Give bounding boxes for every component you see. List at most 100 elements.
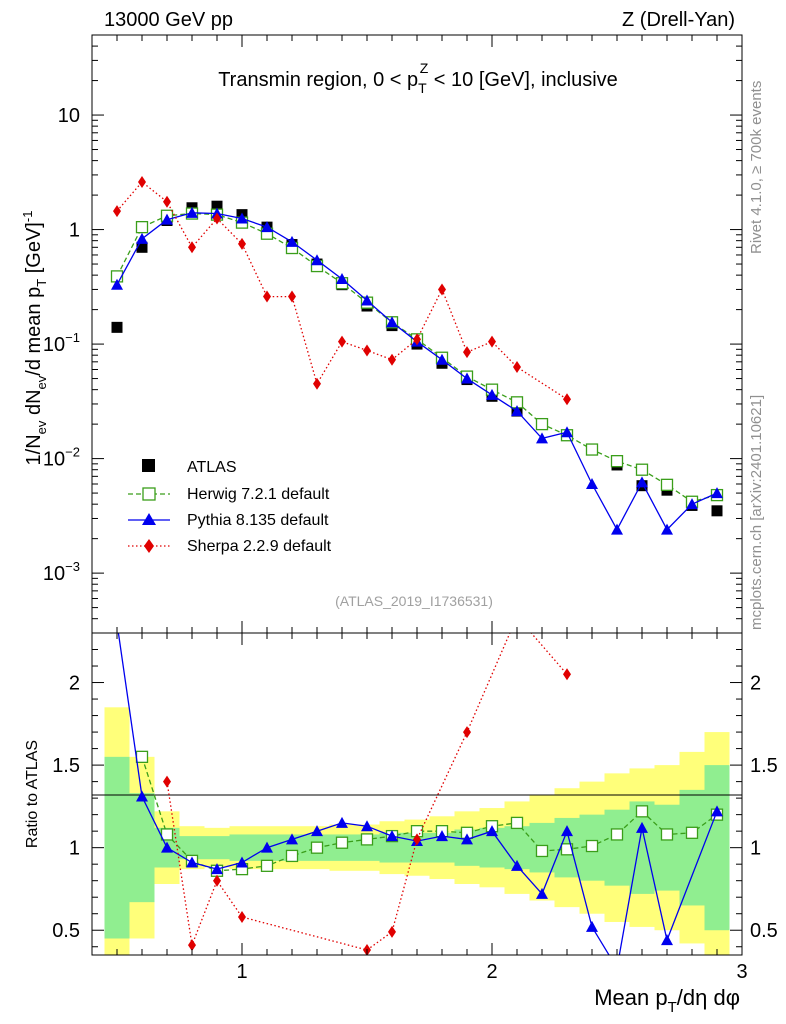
xlabel-sub: T <box>668 999 677 1016</box>
series-line-sherpa <box>116 181 568 400</box>
band-green <box>129 793 155 903</box>
legend-atlas-marker <box>142 459 155 472</box>
ratio-ticks <box>92 633 742 955</box>
ratio-point-sherpa <box>563 668 571 681</box>
point-sherpa <box>138 176 146 189</box>
point-pythia <box>611 523 623 535</box>
point-sherpa <box>513 361 521 374</box>
band-green <box>679 789 705 906</box>
ratio-y-tick-label-left: 1.5 <box>52 755 80 777</box>
point-pythia <box>436 353 448 365</box>
point-sherpa <box>213 212 221 225</box>
tick-base: 1 <box>69 220 80 242</box>
legend-herwig-marker <box>142 487 156 501</box>
point-sherpa <box>563 393 571 406</box>
main-y-tick-label: 10−3 <box>43 559 80 585</box>
point-pythia <box>511 405 523 417</box>
point-pythia <box>236 212 248 224</box>
point-sherpa <box>188 241 196 254</box>
point-pythia <box>161 213 173 225</box>
series-sherpa <box>113 176 571 406</box>
ratio-point-pythia <box>286 833 298 845</box>
point-sherpa <box>288 290 296 303</box>
point-pythia <box>111 278 123 290</box>
point-sherpa <box>388 353 396 366</box>
point-herwig <box>610 455 624 468</box>
ratio-point-pythia <box>586 920 598 932</box>
process-label: Z (Drell-Yan) <box>622 9 735 31</box>
main-y-tick-label: 10 <box>58 105 80 127</box>
main-title: Transmin region, 0 < pTZ < 10 [GeV], inc… <box>218 60 618 96</box>
point-pythia <box>561 426 573 438</box>
point-herwig <box>535 417 549 431</box>
x-tick-label: 2 <box>486 961 497 983</box>
point-sherpa <box>438 283 446 296</box>
ratio-panel: 2 2 1.5 1.5 1 1 0.5 0.5 1 2 3 Ratio to ATLAS Mean … <box>24 632 778 1016</box>
point-pythia <box>311 254 323 266</box>
point-pythia <box>286 235 298 247</box>
ratio-point-sherpa <box>163 775 171 788</box>
point-pythia <box>261 221 273 233</box>
ratio-point-sherpa <box>413 833 421 846</box>
ratio-y-label: Ratio to ATLAS <box>24 740 41 848</box>
ratio-point-herwig <box>310 841 324 854</box>
ylabel-c: /d mean p <box>23 287 45 376</box>
ratio-line-pythia <box>117 633 718 955</box>
legend: ATLAS Herwig 7.2.1 default Pythia 8.135 … <box>128 459 332 555</box>
ratio-tick-labels: 2 2 1.5 1.5 1 1 0.5 0.5 1 2 3 <box>52 673 778 983</box>
point-pythia <box>536 432 548 444</box>
point-pythia <box>136 232 148 244</box>
point-pythia <box>386 316 398 328</box>
legend-atlas-label: ATLAS <box>187 459 237 476</box>
point-herwig <box>635 463 649 476</box>
ratio-line-sherpa <box>166 633 568 951</box>
ratio-point-pythia <box>336 816 348 828</box>
ratio-y-tick-label-left: 1 <box>69 838 80 860</box>
point-pythia <box>186 206 198 218</box>
point-sherpa <box>463 346 471 359</box>
mcplots-label: mcplots.cern.ch [arXiv:2401.10621] <box>748 395 765 630</box>
title-sup: Z <box>420 60 429 76</box>
point-pythia <box>486 388 498 400</box>
point-pythia <box>711 487 723 499</box>
point-sherpa <box>238 237 246 250</box>
point-pythia <box>336 273 348 285</box>
point-atlas <box>711 505 723 517</box>
main-y-tick-label: 1 <box>69 220 80 242</box>
title-part-a: Transmin region, 0 < p <box>218 69 418 91</box>
ratio-point-pythia <box>536 887 548 899</box>
band-green <box>229 834 255 861</box>
x-tick-label: 1 <box>236 961 247 983</box>
band-green <box>604 809 630 886</box>
ratio-point-sherpa <box>388 925 396 938</box>
xlabel-b: /dη dφ <box>677 985 740 1010</box>
ratio-point-pythia <box>386 830 398 842</box>
legend-herwig-label: Herwig 7.2.1 default <box>187 486 330 503</box>
ratio-point-pythia <box>611 962 623 973</box>
ratio-point-pythia <box>236 856 248 868</box>
legend-sherpa-label: Sherpa 2.2.9 default <box>187 538 332 555</box>
tick-exponent: −1 <box>65 330 80 345</box>
ratio-y-tick-label-right: 1.5 <box>750 755 778 777</box>
ratio-y-tick-label-right: 2 <box>750 673 761 695</box>
point-atlas <box>111 321 123 333</box>
ylabel-s4: -1 <box>20 211 35 223</box>
ratio-point-pythia <box>436 830 448 842</box>
point-sherpa <box>313 377 321 390</box>
ratio-point-herwig <box>335 836 349 849</box>
ratio-point-herwig <box>610 828 624 841</box>
ratio-point-pythia <box>211 863 223 875</box>
ylabel-s3: T <box>34 279 49 287</box>
band-green <box>104 756 130 939</box>
legend-sherpa-marker <box>144 539 154 553</box>
main-y-tick-label: 10−1 <box>43 330 80 356</box>
point-herwig <box>135 220 149 234</box>
point-sherpa <box>113 205 121 218</box>
point-sherpa <box>363 344 371 357</box>
main-ticks <box>92 34 742 634</box>
ratio-point-pythia <box>361 820 373 832</box>
ratio-point-herwig <box>135 750 149 763</box>
